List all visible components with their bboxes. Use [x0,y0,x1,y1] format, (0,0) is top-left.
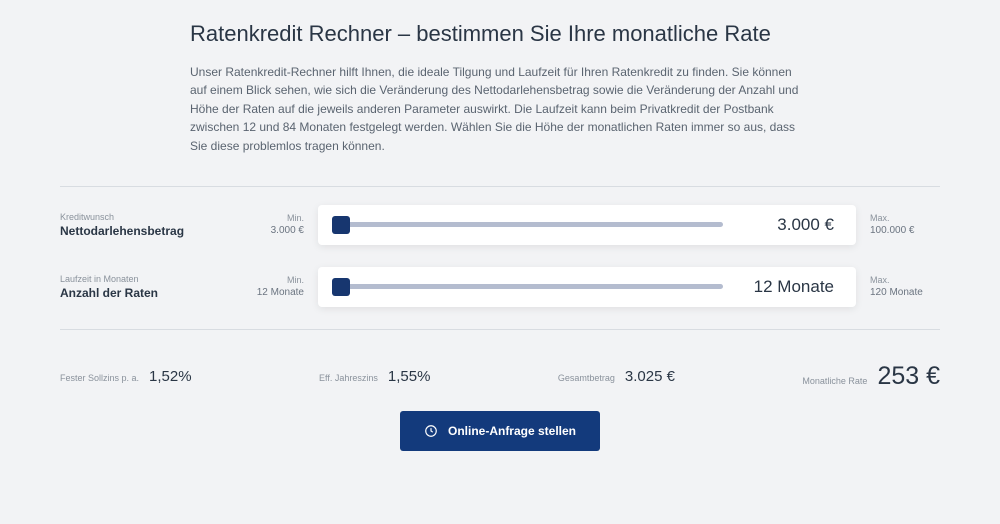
term-slider-track[interactable] [332,278,723,296]
amount-max-value: 100.000 € [870,225,940,236]
amount-min-value: 3.000 € [234,225,304,236]
amount-label-block: Kreditwunsch Nettodarlehensbetrag [60,212,220,238]
online-request-button[interactable]: Online-Anfrage stellen [400,411,600,451]
intro-text: Unser Ratenkredit-Rechner hilft Ihnen, d… [190,63,810,156]
page-title: Ratenkredit Rechner – bestimmen Sie Ihre… [190,20,810,49]
term-min-value: 12 Monate [234,287,304,298]
amount-slider-handle[interactable] [332,216,350,234]
amount-slider-track[interactable] [332,216,723,234]
gesamt-value: 3.025 € [625,368,675,385]
gesamt-label: Gesamtbetrag [558,373,615,383]
cta-label: Online-Anfrage stellen [448,424,576,438]
term-max-value: 120 Monate [870,287,940,298]
amount-min-label: Min. [234,213,304,223]
term-max-label: Max. [870,275,940,285]
rate-value: 253 € [877,362,940,391]
amount-slider-card: 3.000 € [318,205,856,245]
term-min-block: Min. 12 Monate [234,275,304,298]
term-current-value: 12 Monate [739,277,834,297]
amount-track-bar [332,222,723,227]
term-track-bar [332,284,723,289]
amount-row: Kreditwunsch Nettodarlehensbetrag Min. 3… [60,205,940,245]
results-divider [60,329,940,330]
term-min-label: Min. [234,275,304,285]
rate-label: Monatliche Rate [802,376,867,386]
term-slider-handle[interactable] [332,278,350,296]
term-kicker: Laufzeit in Monaten [60,274,220,284]
amount-min-block: Min. 3.000 € [234,213,304,236]
rate-item: Monatliche Rate 253 € [802,362,940,391]
effzins-item: Eff. Jahreszins 1,55% [319,368,430,385]
amount-kicker: Kreditwunsch [60,212,220,222]
amount-current-value: 3.000 € [739,215,834,235]
section-divider [60,186,940,187]
sollzins-label: Fester Sollzins p. a. [60,373,139,383]
term-label: Anzahl der Raten [60,286,220,300]
sollzins-item: Fester Sollzins p. a. 1,52% [60,368,192,385]
term-row: Laufzeit in Monaten Anzahl der Raten Min… [60,267,940,307]
amount-max-label: Max. [870,213,940,223]
amount-label: Nettodarlehensbetrag [60,224,220,238]
results-row: Fester Sollzins p. a. 1,52% Eff. Jahresz… [60,362,940,391]
clock-icon [424,424,438,438]
sollzins-value: 1,52% [149,368,192,385]
term-slider-card: 12 Monate [318,267,856,307]
gesamt-item: Gesamtbetrag 3.025 € [558,368,675,385]
term-max-block: Max. 120 Monate [870,275,940,298]
effzins-value: 1,55% [388,368,431,385]
term-label-block: Laufzeit in Monaten Anzahl der Raten [60,274,220,300]
effzins-label: Eff. Jahreszins [319,373,378,383]
amount-max-block: Max. 100.000 € [870,213,940,236]
